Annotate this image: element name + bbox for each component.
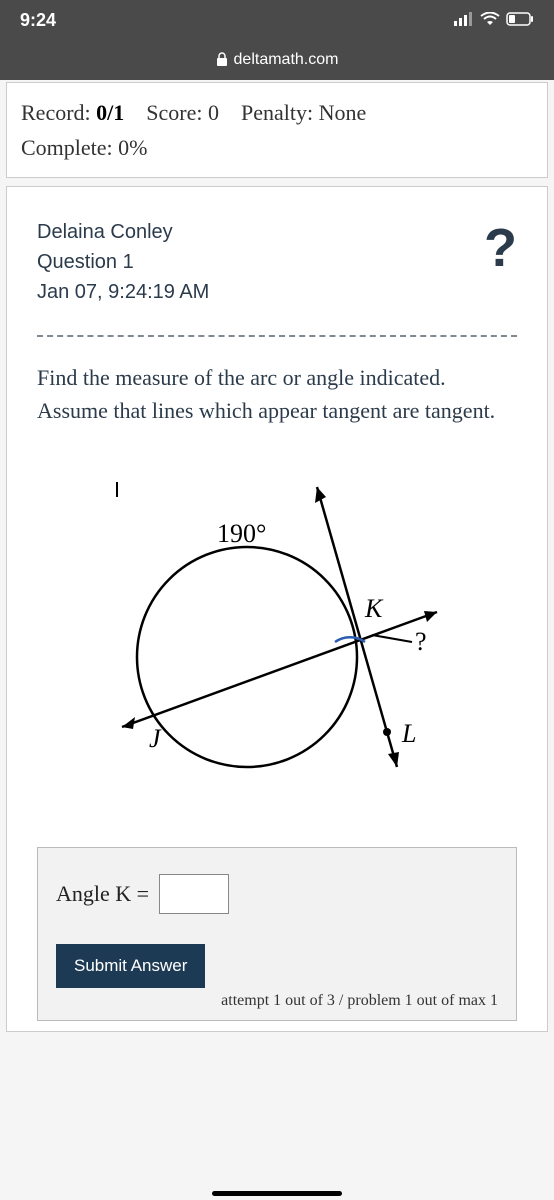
score-value: 0: [208, 100, 219, 125]
question-timestamp: Jan 07, 9:24:19 AM: [37, 277, 517, 307]
penalty-value: None: [319, 100, 367, 125]
complete-label: Complete:: [21, 135, 113, 160]
battery-icon: [506, 10, 534, 31]
point-k-label: K: [364, 594, 384, 623]
wifi-icon: [480, 10, 500, 31]
answer-label: Angle K =: [56, 881, 149, 907]
browser-url-bar[interactable]: deltamath.com: [0, 40, 554, 80]
record-label: Record:: [21, 100, 91, 125]
arc-label: 190°: [217, 519, 266, 548]
geometry-diagram: 190° J K ? L: [37, 447, 517, 827]
question-prompt: Find the measure of the arc or angle ind…: [37, 361, 517, 427]
complete-value: 0%: [118, 135, 147, 160]
question-card: Delaina Conley Question 1 Jan 07, 9:24:1…: [6, 186, 548, 1032]
lock-icon: [216, 52, 228, 69]
status-bar: 9:24: [0, 0, 554, 40]
student-name: Delaina Conley: [37, 217, 517, 247]
url-text: deltamath.com: [234, 51, 339, 69]
status-icons: [454, 10, 534, 31]
penalty-label: Penalty:: [241, 100, 313, 125]
student-info: Delaina Conley Question 1 Jan 07, 9:24:1…: [37, 217, 517, 307]
help-icon[interactable]: ?: [484, 217, 517, 279]
home-indicator[interactable]: [212, 1191, 342, 1196]
score-label: Score:: [146, 100, 202, 125]
unknown-label: ?: [415, 627, 427, 656]
submit-button[interactable]: Submit Answer: [56, 944, 205, 988]
answer-panel: Angle K = Submit Answer attempt 1 out of…: [37, 847, 517, 1021]
point-l-label: L: [401, 719, 416, 748]
record-value: 0/1: [96, 100, 124, 125]
score-header: Record: 0/1 Score: 0 Penalty: None Compl…: [6, 82, 548, 178]
question-number: Question 1: [37, 247, 517, 277]
answer-input[interactable]: [159, 874, 229, 914]
attempt-info: attempt 1 out of 3 / problem 1 out of ma…: [56, 992, 498, 1010]
status-time: 9:24: [20, 10, 56, 31]
signal-icon: [454, 10, 474, 31]
point-j-label: J: [149, 724, 162, 753]
divider: [37, 335, 517, 337]
